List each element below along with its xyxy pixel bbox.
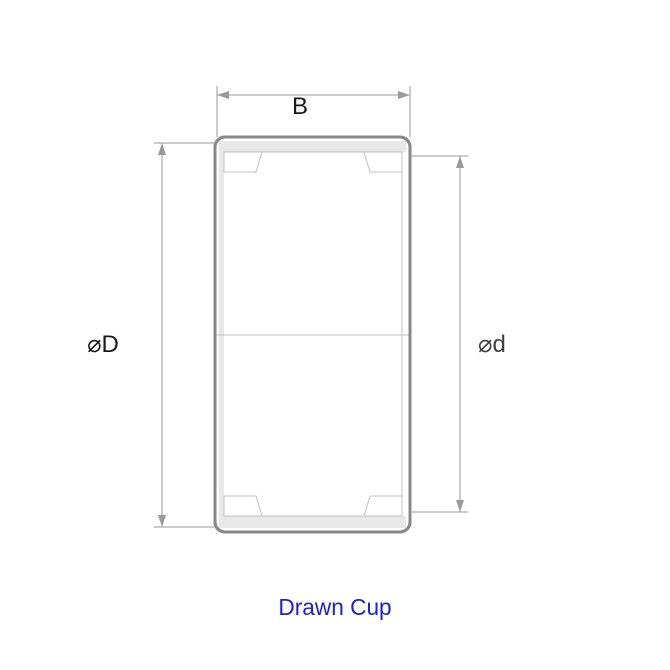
- dim-label-D: ⌀D: [87, 330, 119, 359]
- caption-text: Drawn Cup: [0, 594, 670, 621]
- dim-label-d: ⌀d: [478, 330, 506, 359]
- dim-label-B: B: [292, 93, 308, 121]
